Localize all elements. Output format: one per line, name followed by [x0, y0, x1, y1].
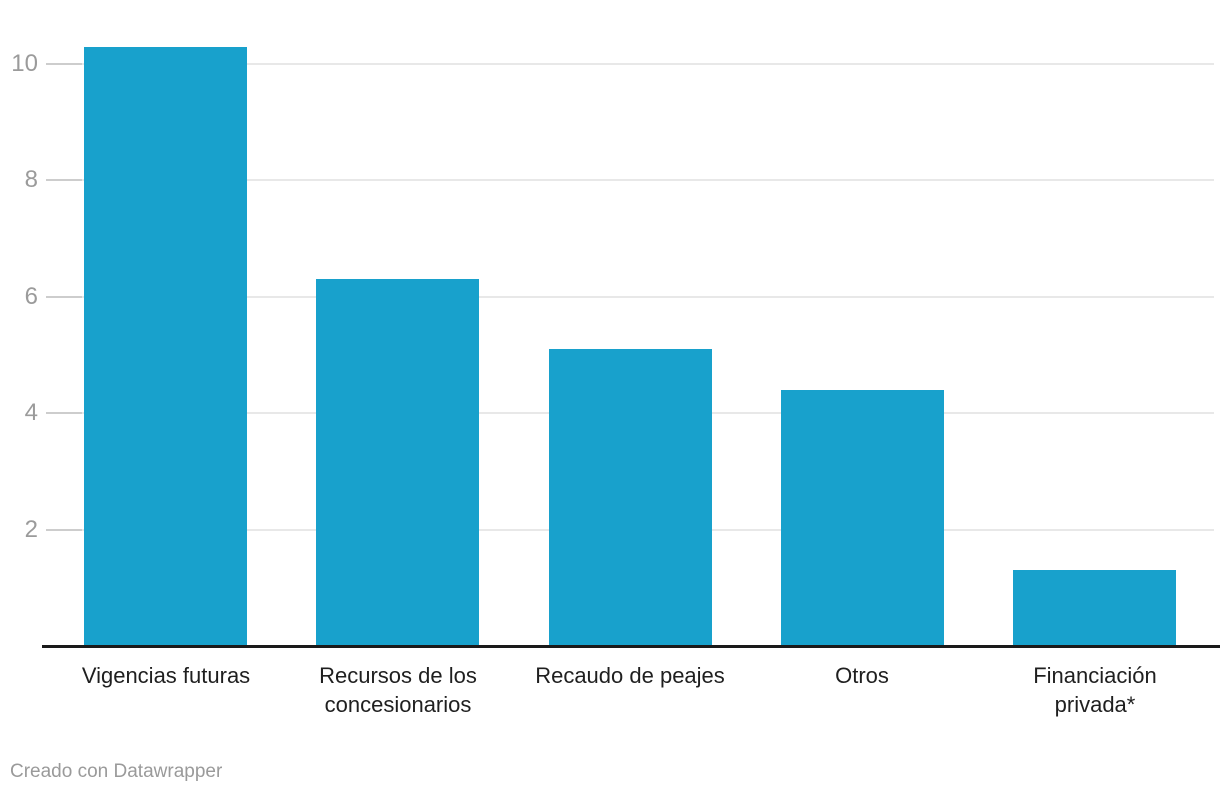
bar-vigencias-futuras	[84, 47, 247, 646]
x-axis-label-financiacion-privada: Financiación privada*	[1033, 663, 1157, 717]
bar-financiacion-privada	[1013, 570, 1176, 646]
y-axis-tick-label-2: 2	[24, 515, 38, 543]
x-axis-label-vigencias-futuras: Vigencias futuras	[81, 663, 251, 688]
datawrapper-credit-link[interactable]: Creado con Datawrapper	[10, 761, 223, 782]
y-axis-tick-8	[46, 179, 82, 182]
x-axis-label-recaudo-de-peajes: Recaudo de peajes	[535, 663, 725, 688]
y-axis-tick-label-6: 6	[24, 282, 38, 310]
bar-recursos-de-los-concesionarios	[316, 279, 479, 646]
gridline-y-10	[46, 63, 1214, 65]
x-axis-label-otros: Otros	[835, 663, 889, 688]
gridline-y-6	[46, 295, 1214, 298]
y-axis-tick-10	[46, 63, 82, 65]
y-axis-tick-label-10: 10	[11, 50, 38, 77]
bar-recaudo-de-peajes	[549, 349, 712, 646]
x-axis-line	[42, 645, 1220, 648]
bar-otros	[781, 390, 944, 646]
gridline-y-8	[46, 179, 1214, 182]
y-axis-tick-4	[46, 412, 82, 415]
y-axis-tick-label-8: 8	[24, 166, 38, 194]
x-axis-label-recursos-de-los-concesionarios: Recursos de los concesionarios	[319, 663, 477, 717]
y-axis-tick-6	[46, 295, 82, 298]
y-axis-tick-label-4: 4	[24, 399, 38, 427]
y-axis-tick-2	[46, 528, 82, 531]
